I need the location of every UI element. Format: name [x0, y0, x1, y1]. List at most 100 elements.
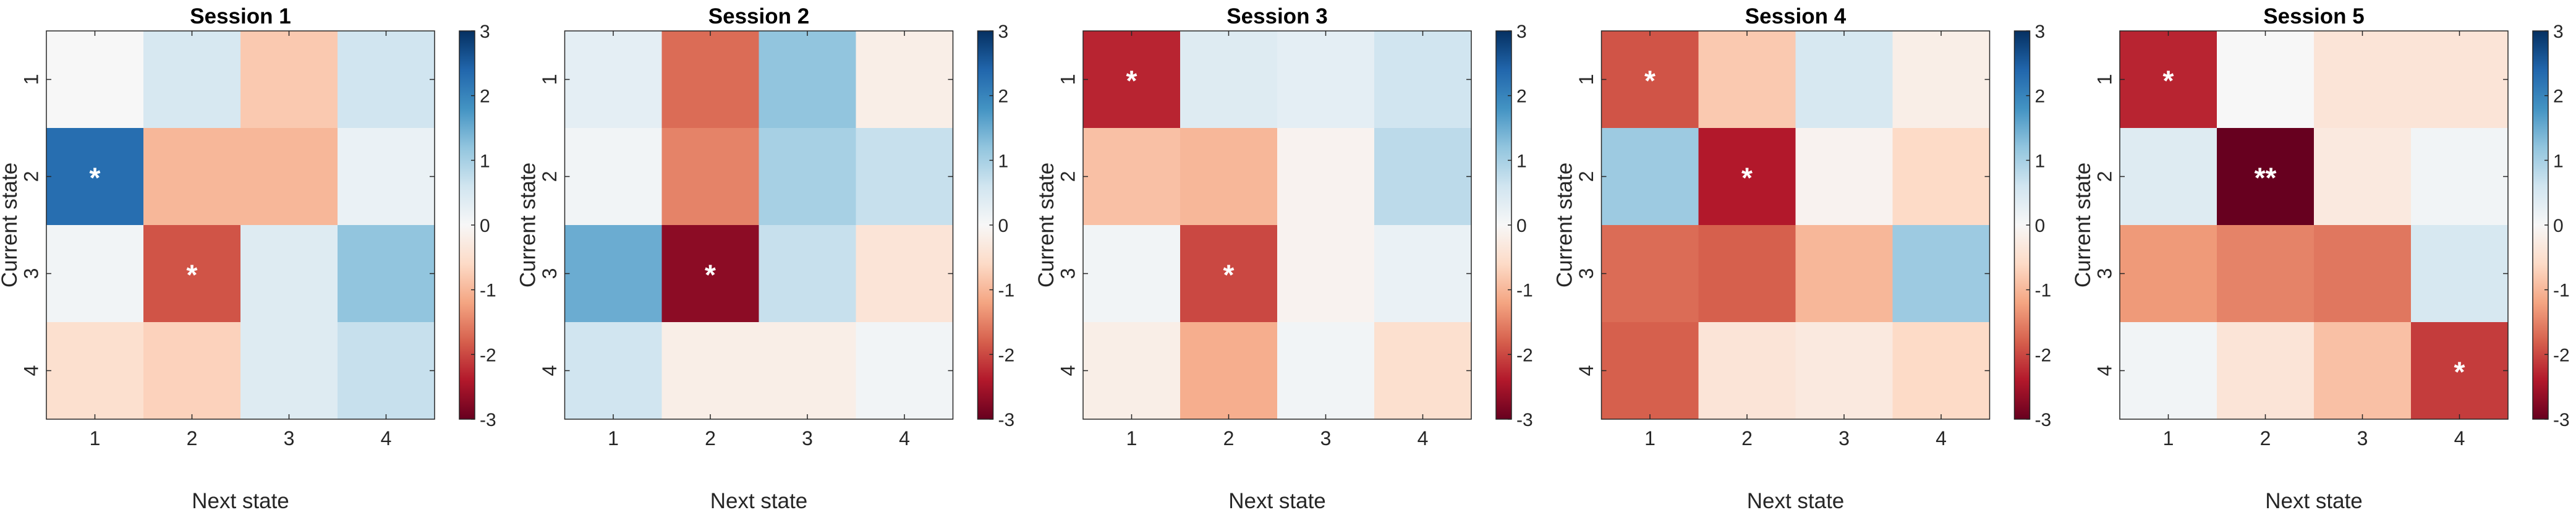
y-axis-label: Current state [1553, 163, 1577, 287]
heatmap-cell-r4-c2 [143, 322, 241, 420]
colorbar-tick-label: 3 [998, 22, 1009, 42]
significance-marker: * [2454, 356, 2465, 388]
x-tick-label: 1 [1644, 427, 1656, 449]
colorbar-tick-label: 0 [2553, 216, 2564, 236]
colorbar-tick-label: 0 [1516, 216, 1527, 236]
y-tick-label: 3 [2093, 268, 2115, 279]
heatmap-panel-1: 1 2 3 4 1 2 3 4 Session 1 Next state Current state… [0, 4, 496, 513]
plot-frame [46, 30, 435, 420]
colorbar-tick-label: -2 [2035, 345, 2052, 365]
x-tick-label: 3 [1320, 427, 1332, 449]
colorbar-tick-label: 1 [2553, 151, 2564, 171]
heatmap-panel-4: 1 2 3 4 1 2 3 4 Session 4 Next state Current state… [1553, 4, 2052, 513]
x-axis-label: Next state [192, 489, 289, 513]
heatmap-cell-r2-c3 [1795, 128, 1893, 226]
y-axis-label: Current state [1034, 163, 1058, 287]
heatmap-cell-r1-c1 [564, 31, 662, 129]
heatmap-cell-r4-c1 [1083, 322, 1181, 420]
heatmap-cell-r3-c4 [2411, 225, 2509, 323]
heatmap-cell-r4-c2 [1180, 322, 1278, 420]
heatmap-cell-r1-c4 [2411, 31, 2509, 129]
colorbar-tick-label: 0 [480, 216, 490, 236]
heatmap-cell-r4-c3 [1795, 322, 1893, 420]
x-tick-label: 3 [284, 427, 295, 449]
heatmap-cell-r1-c1 [1083, 31, 1181, 129]
heatmap-cell-r1-c3 [759, 31, 856, 129]
heatmap-cell-r3-c2 [1180, 225, 1278, 323]
heatmap-cell-r1-c3 [1277, 31, 1375, 129]
x-tick-label: 3 [802, 427, 813, 449]
colorbar-tick-label: 2 [998, 87, 1009, 107]
heatmap-cell-r4-c2 [1698, 322, 1796, 420]
heatmap-cell-r4-c4 [856, 322, 953, 420]
heatmap-cell-r3-c4 [338, 225, 435, 323]
heatmap-cell-r2-c4 [1374, 128, 1472, 226]
heatmap-panel-5: 1 2 3 4 1 2 3 4 Session 5 Next state Current state… [2071, 4, 2570, 513]
heatmap-cell-r1-c4 [1374, 31, 1472, 129]
heatmap-cell-r1-c4 [856, 31, 953, 129]
chart-title: Session 5 [2263, 4, 2364, 28]
y-tick-label: 2 [20, 171, 42, 182]
heatmap-cell-r2-c2 [1180, 128, 1278, 226]
heatmap-cell-r2-c1 [46, 128, 144, 226]
plot-frame [564, 30, 954, 420]
chart-title: Session 1 [190, 4, 291, 28]
x-tick-label: 2 [705, 427, 716, 449]
heatmap-cell-r2-c1 [2120, 128, 2217, 226]
x-tick-label: 1 [608, 427, 619, 449]
x-axis-label: Next state [2265, 489, 2363, 513]
colorbar-tick-label: 3 [480, 22, 490, 42]
y-tick-label: 1 [20, 74, 42, 85]
heatmap-cell-r2-c1 [564, 128, 662, 226]
colorbar-tick-label: 2 [480, 87, 490, 107]
significance-marker: * [187, 259, 198, 291]
colorbar-tick-label: 1 [2035, 151, 2046, 171]
heatmap-cell-r2-c2 [2217, 128, 2315, 226]
significance-marker: ** [2255, 162, 2277, 194]
heatmap-cell-r1-c2 [2217, 31, 2315, 129]
chart-title: Session 4 [1745, 4, 1847, 28]
y-axis-label: Current state [0, 163, 22, 287]
colorbar-tick-label: -3 [1516, 410, 1533, 430]
heatmap-cell-r4-c1 [2120, 322, 2217, 420]
heatmap-cell-r1-c2 [661, 31, 759, 129]
colorbar-tick-label: 2 [2035, 87, 2046, 107]
heatmap-panel-2: 1 2 3 4 1 2 3 4 Session 2 Next state Current state… [516, 4, 1015, 513]
heatmap-cell-r3-c4 [856, 225, 953, 323]
heatmap-cell-r2-c3 [759, 128, 856, 226]
y-tick-label: 2 [1056, 171, 1079, 182]
heatmap-cell-r1-c3 [2314, 31, 2412, 129]
heatmap-cell-r1-c3 [240, 31, 338, 129]
heatmap-cell-r3-c3 [240, 225, 338, 323]
significance-marker: * [90, 162, 101, 194]
x-axis-label: Next state [710, 489, 808, 513]
heatmap-cell-r1-c1 [46, 31, 144, 129]
colorbar-tick-label: 0 [2035, 216, 2046, 236]
heatmap-cell-r2-c2 [1698, 128, 1796, 226]
x-tick-label: 3 [1838, 427, 1850, 449]
y-tick-label: 1 [1056, 74, 1079, 85]
heatmap-cell-r2-c3 [240, 128, 338, 226]
chart-title: Session 2 [708, 4, 809, 28]
colorbar-tick-label: -1 [480, 281, 496, 301]
colorbar-tick-label: -1 [2035, 281, 2052, 301]
heatmap-cell-r3-c3 [1795, 225, 1893, 323]
heatmap-cell-r2-c3 [2314, 128, 2412, 226]
heatmap-cell-r1-c4 [338, 31, 435, 129]
x-axis-label: Next state [1228, 489, 1326, 513]
heatmap-cell-r4-c4 [1892, 322, 1990, 420]
y-tick-label: 3 [1575, 268, 1597, 279]
colorbar-tick-label: -3 [2035, 410, 2052, 430]
colorbar-tick-label: -2 [998, 345, 1015, 365]
heatmap-cell-r3-c1 [2120, 225, 2217, 323]
heatmap-cell-r3-c1 [1083, 225, 1181, 323]
heatmap-cell-r2-c2 [143, 128, 241, 226]
plot-frame [1082, 30, 1472, 420]
x-tick-label: 4 [2454, 427, 2465, 449]
colorbar-tick-label: -1 [1516, 281, 1533, 301]
heatmap-cell-r3-c2 [1698, 225, 1796, 323]
colorbar-tick-label: 1 [998, 151, 1009, 171]
significance-marker: * [1126, 65, 1137, 97]
y-tick-label: 4 [1575, 365, 1597, 377]
